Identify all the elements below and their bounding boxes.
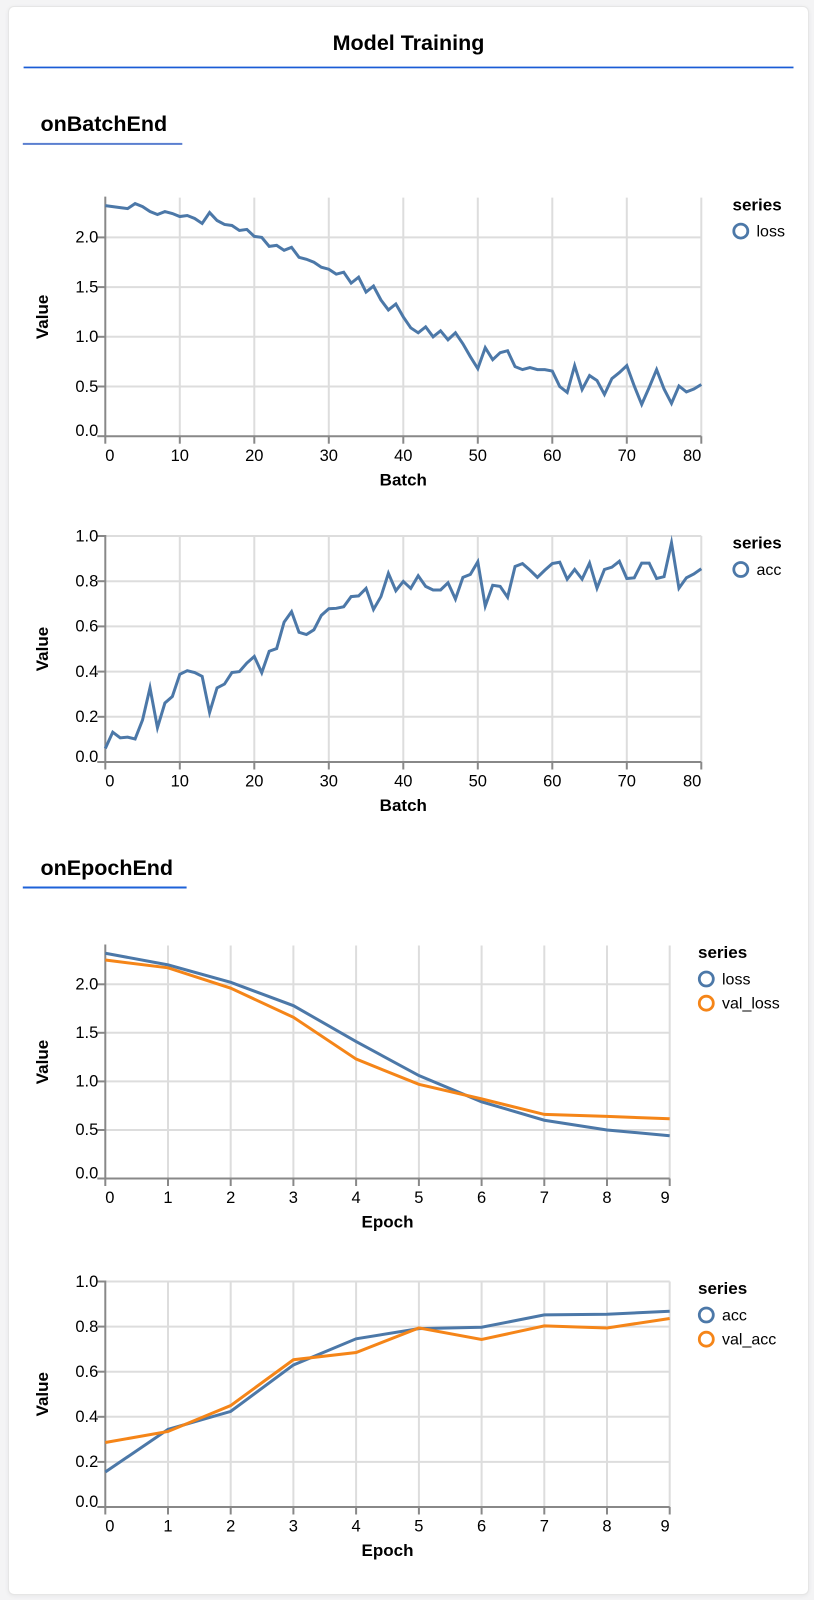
- svg-text:4: 4: [352, 1518, 361, 1536]
- svg-text:6: 6: [477, 1518, 486, 1536]
- svg-text:10: 10: [171, 447, 189, 465]
- svg-text:8: 8: [602, 1518, 611, 1536]
- svg-text:0.5: 0.5: [75, 378, 98, 396]
- svg-text:0: 0: [105, 1518, 114, 1536]
- svg-text:0.6: 0.6: [75, 1363, 98, 1381]
- svg-text:50: 50: [469, 773, 487, 791]
- svg-text:20: 20: [245, 447, 263, 465]
- svg-text:8: 8: [602, 1189, 611, 1207]
- svg-text:6: 6: [477, 1189, 486, 1207]
- svg-text:50: 50: [469, 447, 487, 465]
- svg-text:80: 80: [683, 447, 701, 465]
- svg-text:70: 70: [618, 447, 636, 465]
- svg-text:1.0: 1.0: [75, 527, 98, 545]
- svg-text:5: 5: [414, 1518, 423, 1536]
- svg-text:2.0: 2.0: [75, 976, 98, 994]
- svg-text:Model Training: Model Training: [333, 31, 485, 55]
- svg-text:9: 9: [661, 1518, 670, 1536]
- svg-text:1: 1: [163, 1189, 172, 1207]
- svg-text:3: 3: [289, 1189, 298, 1207]
- svg-text:series: series: [698, 1279, 747, 1298]
- svg-text:3: 3: [289, 1518, 298, 1536]
- svg-text:1.5: 1.5: [75, 278, 98, 296]
- svg-text:30: 30: [320, 773, 338, 791]
- svg-text:0.0: 0.0: [75, 1165, 98, 1183]
- svg-text:10: 10: [171, 773, 189, 791]
- svg-text:70: 70: [618, 773, 636, 791]
- svg-text:0.4: 0.4: [75, 663, 98, 681]
- svg-text:20: 20: [245, 773, 263, 791]
- svg-text:40: 40: [394, 447, 412, 465]
- svg-text:0.8: 0.8: [75, 1318, 98, 1336]
- svg-text:60: 60: [543, 447, 561, 465]
- svg-text:0.0: 0.0: [75, 1493, 98, 1511]
- svg-text:acc: acc: [722, 1307, 747, 1324]
- svg-text:30: 30: [320, 447, 338, 465]
- svg-text:1: 1: [163, 1518, 172, 1536]
- svg-text:Batch: Batch: [380, 470, 427, 489]
- svg-text:Epoch: Epoch: [362, 1213, 414, 1232]
- svg-text:0.6: 0.6: [75, 618, 98, 636]
- svg-text:0.2: 0.2: [75, 1453, 98, 1471]
- svg-text:7: 7: [540, 1189, 549, 1207]
- svg-text:80: 80: [683, 773, 701, 791]
- svg-text:Batch: Batch: [380, 796, 427, 815]
- svg-text:onBatchEnd: onBatchEnd: [41, 112, 168, 136]
- svg-text:series: series: [733, 534, 782, 553]
- svg-text:4: 4: [352, 1189, 361, 1207]
- svg-text:1.0: 1.0: [75, 1073, 98, 1091]
- svg-text:val_loss: val_loss: [722, 996, 780, 1013]
- svg-text:Value: Value: [33, 295, 52, 339]
- svg-text:9: 9: [661, 1189, 670, 1207]
- svg-text:2: 2: [226, 1189, 235, 1207]
- svg-text:Value: Value: [33, 1372, 52, 1416]
- svg-text:0.0: 0.0: [75, 748, 98, 766]
- svg-text:1.0: 1.0: [75, 1273, 98, 1291]
- svg-text:0: 0: [105, 1189, 114, 1207]
- svg-text:onEpochEnd: onEpochEnd: [41, 856, 174, 880]
- svg-text:Value: Value: [33, 627, 52, 671]
- svg-text:Epoch: Epoch: [362, 1541, 414, 1560]
- svg-text:loss: loss: [722, 971, 750, 988]
- svg-text:acc: acc: [757, 562, 782, 579]
- svg-text:2.0: 2.0: [75, 229, 98, 247]
- svg-text:0.0: 0.0: [75, 422, 98, 440]
- svg-text:0.4: 0.4: [75, 1408, 98, 1426]
- svg-text:60: 60: [543, 773, 561, 791]
- svg-text:0: 0: [105, 447, 114, 465]
- svg-text:loss: loss: [757, 223, 785, 240]
- svg-text:1.5: 1.5: [75, 1024, 98, 1042]
- svg-text:0.5: 0.5: [75, 1121, 98, 1139]
- svg-text:7: 7: [540, 1518, 549, 1536]
- svg-text:5: 5: [414, 1189, 423, 1207]
- svg-text:0.2: 0.2: [75, 708, 98, 726]
- svg-text:40: 40: [394, 773, 412, 791]
- svg-text:series: series: [698, 943, 747, 962]
- svg-text:val_acc: val_acc: [722, 1332, 776, 1349]
- svg-text:2: 2: [226, 1518, 235, 1536]
- svg-text:series: series: [733, 195, 782, 214]
- svg-text:Value: Value: [33, 1040, 52, 1084]
- svg-text:0: 0: [105, 773, 114, 791]
- svg-text:1.0: 1.0: [75, 328, 98, 346]
- svg-text:0.8: 0.8: [75, 573, 98, 591]
